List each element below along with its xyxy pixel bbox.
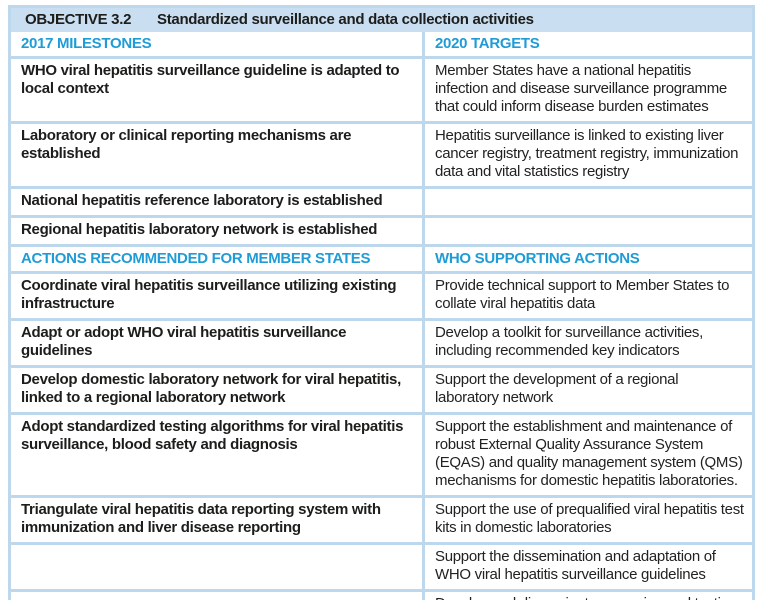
column-header-2017-milestones: 2017 MILESTONES: [11, 32, 425, 56]
table-row: Adapt or adopt WHO viral hepatitis surve…: [11, 318, 752, 365]
table-row: Coordinate viral hepatitis surveillance …: [11, 271, 752, 318]
table-row: Develop domestic laboratory network for …: [11, 365, 752, 412]
column-header-row-milestones: 2017 MILESTONES 2020 TARGETS: [11, 32, 752, 56]
milestone-cell: Regional hepatitis laboratory network is…: [11, 218, 425, 244]
table-row: Triangulate viral hepatitis data reporti…: [11, 495, 752, 542]
action-cell: [11, 592, 425, 600]
action-cell: Adapt or adopt WHO viral hepatitis surve…: [11, 321, 425, 365]
support-cell: Develop a toolkit for surveillance activ…: [435, 324, 703, 359]
column-header-who-supporting-actions: WHO SUPPORTING ACTIONS: [435, 250, 640, 267]
objective-number: OBJECTIVE 3.2: [25, 11, 132, 28]
action-cell: Triangulate viral hepatitis data reporti…: [11, 498, 425, 542]
table-row: Regional hepatitis laboratory network is…: [11, 215, 752, 244]
table-row: Laboratory or clinical reporting mechani…: [11, 121, 752, 186]
objective-table: OBJECTIVE 3.2 Standardized surveillance …: [8, 5, 755, 600]
action-cell: [11, 545, 425, 589]
support-cell: Develop and disseminate screening and te…: [425, 592, 752, 600]
milestone-cell: Laboratory or clinical reporting mechani…: [11, 124, 425, 186]
objective-header-band: OBJECTIVE 3.2 Standardized surveillance …: [11, 8, 752, 32]
target-cell: [425, 218, 752, 244]
support-cell: Support the establishment and maintenanc…: [435, 418, 743, 489]
table-row: Support the dissemination and adaptation…: [11, 542, 752, 589]
target-cell: [425, 189, 752, 215]
support-cell: Support the development of a regional la…: [435, 371, 679, 406]
table-row: WHO viral hepatitis surveillance guideli…: [11, 56, 752, 121]
objective-title: Standardized surveillance and data colle…: [157, 11, 534, 28]
support-cell: Provide technical support to Member Stat…: [435, 277, 730, 312]
support-cell: Support the use of prequalified viral he…: [435, 501, 744, 536]
target-cell: Hepatitis surveillance is linked to exis…: [435, 127, 739, 180]
table-row: Develop and disseminate screening and te…: [11, 589, 752, 600]
target-cell: Member States have a national hepatitis …: [435, 62, 727, 115]
table-row: National hepatitis reference laboratory …: [11, 186, 752, 215]
support-cell: Support the dissemination and adaptation…: [435, 548, 716, 583]
column-header-actions-member-states: ACTIONS RECOMMENDED FOR MEMBER STATES: [11, 247, 425, 271]
milestone-cell: National hepatitis reference laboratory …: [11, 189, 425, 215]
action-cell: Adopt standardized testing algorithms fo…: [11, 415, 425, 495]
column-header-2020-targets: 2020 TARGETS: [435, 35, 540, 52]
action-cell: Coordinate viral hepatitis surveillance …: [11, 274, 425, 318]
column-header-row-actions: ACTIONS RECOMMENDED FOR MEMBER STATES WH…: [11, 244, 752, 271]
milestone-cell: WHO viral hepatitis surveillance guideli…: [11, 59, 425, 121]
action-cell: Develop domestic laboratory network for …: [11, 368, 425, 412]
table-row: Adopt standardized testing algorithms fo…: [11, 412, 752, 495]
